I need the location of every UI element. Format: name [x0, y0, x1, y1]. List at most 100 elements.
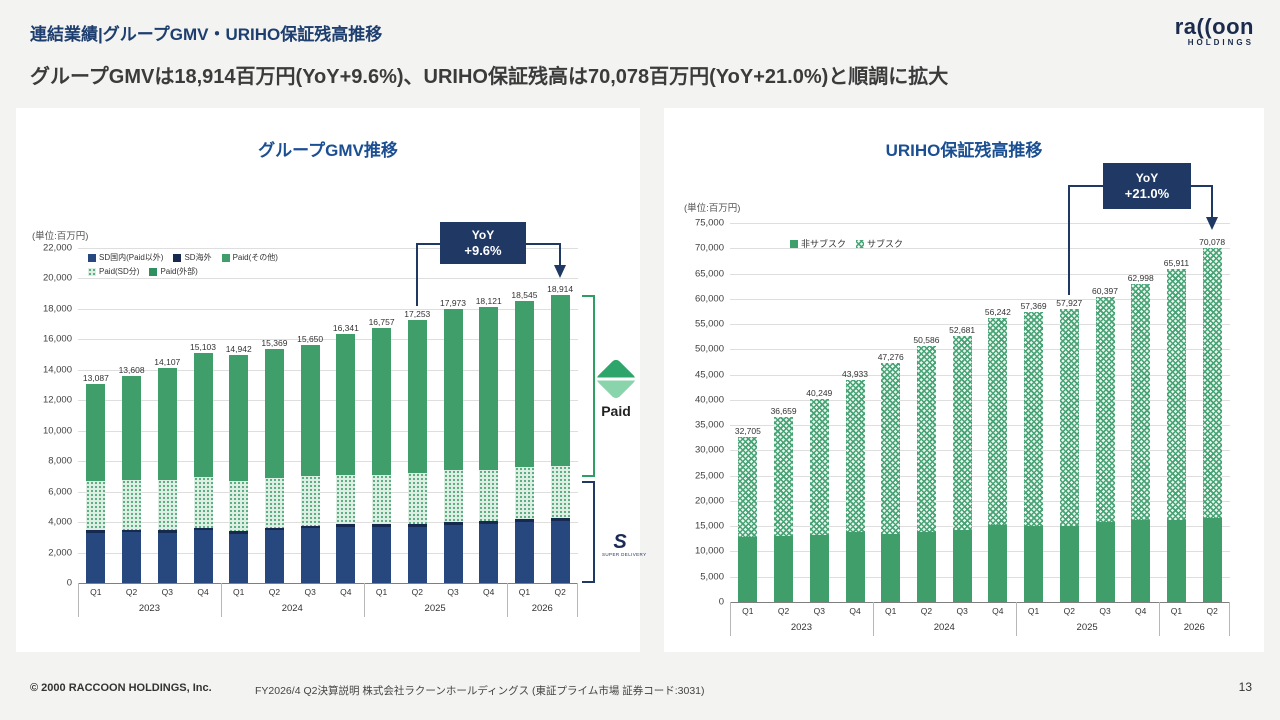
bar-value-label: 36,659: [770, 405, 797, 416]
gridline: [78, 248, 578, 249]
x-tick-label: Q2: [125, 587, 138, 597]
legend-swatch: [790, 239, 798, 248]
super-delivery-logo-icon: S: [613, 531, 627, 553]
gridline: [730, 475, 1230, 477]
x-tick-label: Q2: [920, 606, 933, 616]
bar-segment: [809, 534, 829, 602]
bar-value-label: 16,757: [368, 316, 395, 327]
uriho-chart-panel: URIHO保証残高推移 (単位:百万円) YoY +21.0% 0 5,000 10…: [664, 108, 1264, 652]
y-tick-label: 20,000: [42, 272, 72, 284]
gridline: [730, 500, 1230, 502]
gmv-yoy-value: +9.6%: [464, 243, 502, 258]
bar-segment: [1202, 247, 1222, 518]
year-group-separator: [577, 583, 578, 617]
legend-label: 非サブスク: [801, 239, 847, 249]
y-tick-label: 15,000: [694, 520, 724, 532]
year-group-separator: [506, 583, 508, 617]
gridline: [730, 223, 1230, 224]
bar-segment: [443, 525, 463, 583]
year-group-label: 2026: [1183, 622, 1205, 633]
year-group-label: 2026: [531, 603, 553, 614]
year-group-label: 2024: [281, 603, 303, 614]
y-tick-label: 35,000: [694, 419, 724, 431]
x-tick-label: Q4: [1135, 606, 1147, 616]
bar-segment: [407, 320, 427, 474]
gridline: [730, 324, 1230, 326]
bar-segment: [1202, 517, 1222, 602]
x-tick-label: Q2: [1206, 606, 1218, 616]
paid-logo-icon: [594, 357, 638, 401]
bar-segment: [774, 536, 794, 602]
bar-segment: [193, 353, 213, 478]
legend-swatch: [88, 253, 96, 262]
brand-sub: HOLDINGS: [1187, 38, 1254, 47]
y-tick-label: 75,000: [694, 217, 724, 229]
gridline: [730, 399, 1230, 401]
gridline: [78, 339, 578, 341]
bar-segment: [845, 531, 865, 602]
bar-value-label: 50,586: [913, 335, 940, 346]
bar-segment: [881, 363, 901, 534]
legend-item: 非サブスク: [790, 237, 846, 250]
x-tick-label: Q2: [411, 587, 423, 597]
bar-value-label: 62,998: [1127, 272, 1154, 283]
bar-segment: [157, 530, 177, 533]
bar-segment: [550, 465, 570, 518]
bar-segment: [514, 522, 534, 583]
bar-segment: [300, 525, 320, 529]
gridline: [730, 298, 1230, 300]
bar-segment: [407, 473, 427, 524]
x-tick-label: Q1: [1027, 606, 1040, 616]
bar-segment: [122, 532, 142, 583]
legend-label: SD海外: [184, 253, 212, 262]
bar-value-label: 57,927: [1056, 298, 1083, 309]
bar-value-label: 13,087: [82, 372, 109, 383]
bar-segment: [86, 480, 106, 531]
x-tick-label: Q1: [518, 587, 531, 597]
paid-logo-text: Paid: [601, 403, 631, 419]
y-tick-label: 55,000: [694, 318, 724, 330]
x-tick-label: Q4: [197, 587, 209, 597]
x-tick-label: Q1: [90, 587, 102, 597]
x-tick-label: Q2: [268, 587, 281, 597]
gridline: [730, 450, 1230, 452]
bar-segment: [774, 416, 794, 537]
y-tick-label: 5,000: [700, 571, 724, 583]
bar-segment: [122, 375, 142, 481]
bar-segment: [738, 537, 758, 602]
bar-segment: [916, 346, 936, 533]
chart-legend: 非サブスク サブスク: [790, 237, 903, 250]
gridline: [730, 349, 1230, 351]
gridline: [730, 576, 1230, 578]
bar-segment: [1024, 312, 1044, 526]
bar-value-label: 17,253: [404, 309, 431, 320]
bar-segment: [479, 520, 499, 524]
bar-segment: [1131, 520, 1151, 602]
year-group-separator: [1229, 602, 1230, 636]
gridline: [730, 526, 1230, 528]
gridline: [730, 425, 1230, 427]
year-group-separator: [363, 583, 365, 617]
legend-label: Paid(外部): [160, 267, 198, 276]
bar-segment: [1059, 526, 1079, 602]
bar-segment: [514, 467, 534, 520]
bar-segment: [1024, 525, 1044, 602]
page-title: 連結業績|グループGMV・URIHO保証残高推移: [30, 25, 383, 44]
paid-logo: Paid: [594, 357, 638, 419]
year-group-label: 2023: [790, 622, 812, 633]
x-tick-label: Q4: [340, 587, 352, 597]
bar-segment: [122, 529, 142, 532]
bar-segment: [1095, 522, 1115, 602]
uriho-unit-label: (単位:百万円): [684, 203, 741, 214]
bar-value-label: 60,397: [1092, 285, 1118, 296]
legend-swatch: [173, 253, 182, 262]
bar-value-label: 65,911: [1163, 257, 1190, 268]
gridline: [78, 430, 578, 432]
bar-segment: [1095, 296, 1115, 523]
gridline: [78, 278, 578, 280]
bar-segment: [988, 524, 1008, 602]
gridline: [730, 374, 1230, 376]
uriho-chart: 0 5,000 10,000 15,000 20,000 25,000 30,000 35,0…: [695, 218, 1230, 636]
copyright-text: © 2000 RACCOON HOLDINGS, Inc.: [30, 682, 212, 694]
y-tick-label: 30,000: [694, 444, 724, 456]
